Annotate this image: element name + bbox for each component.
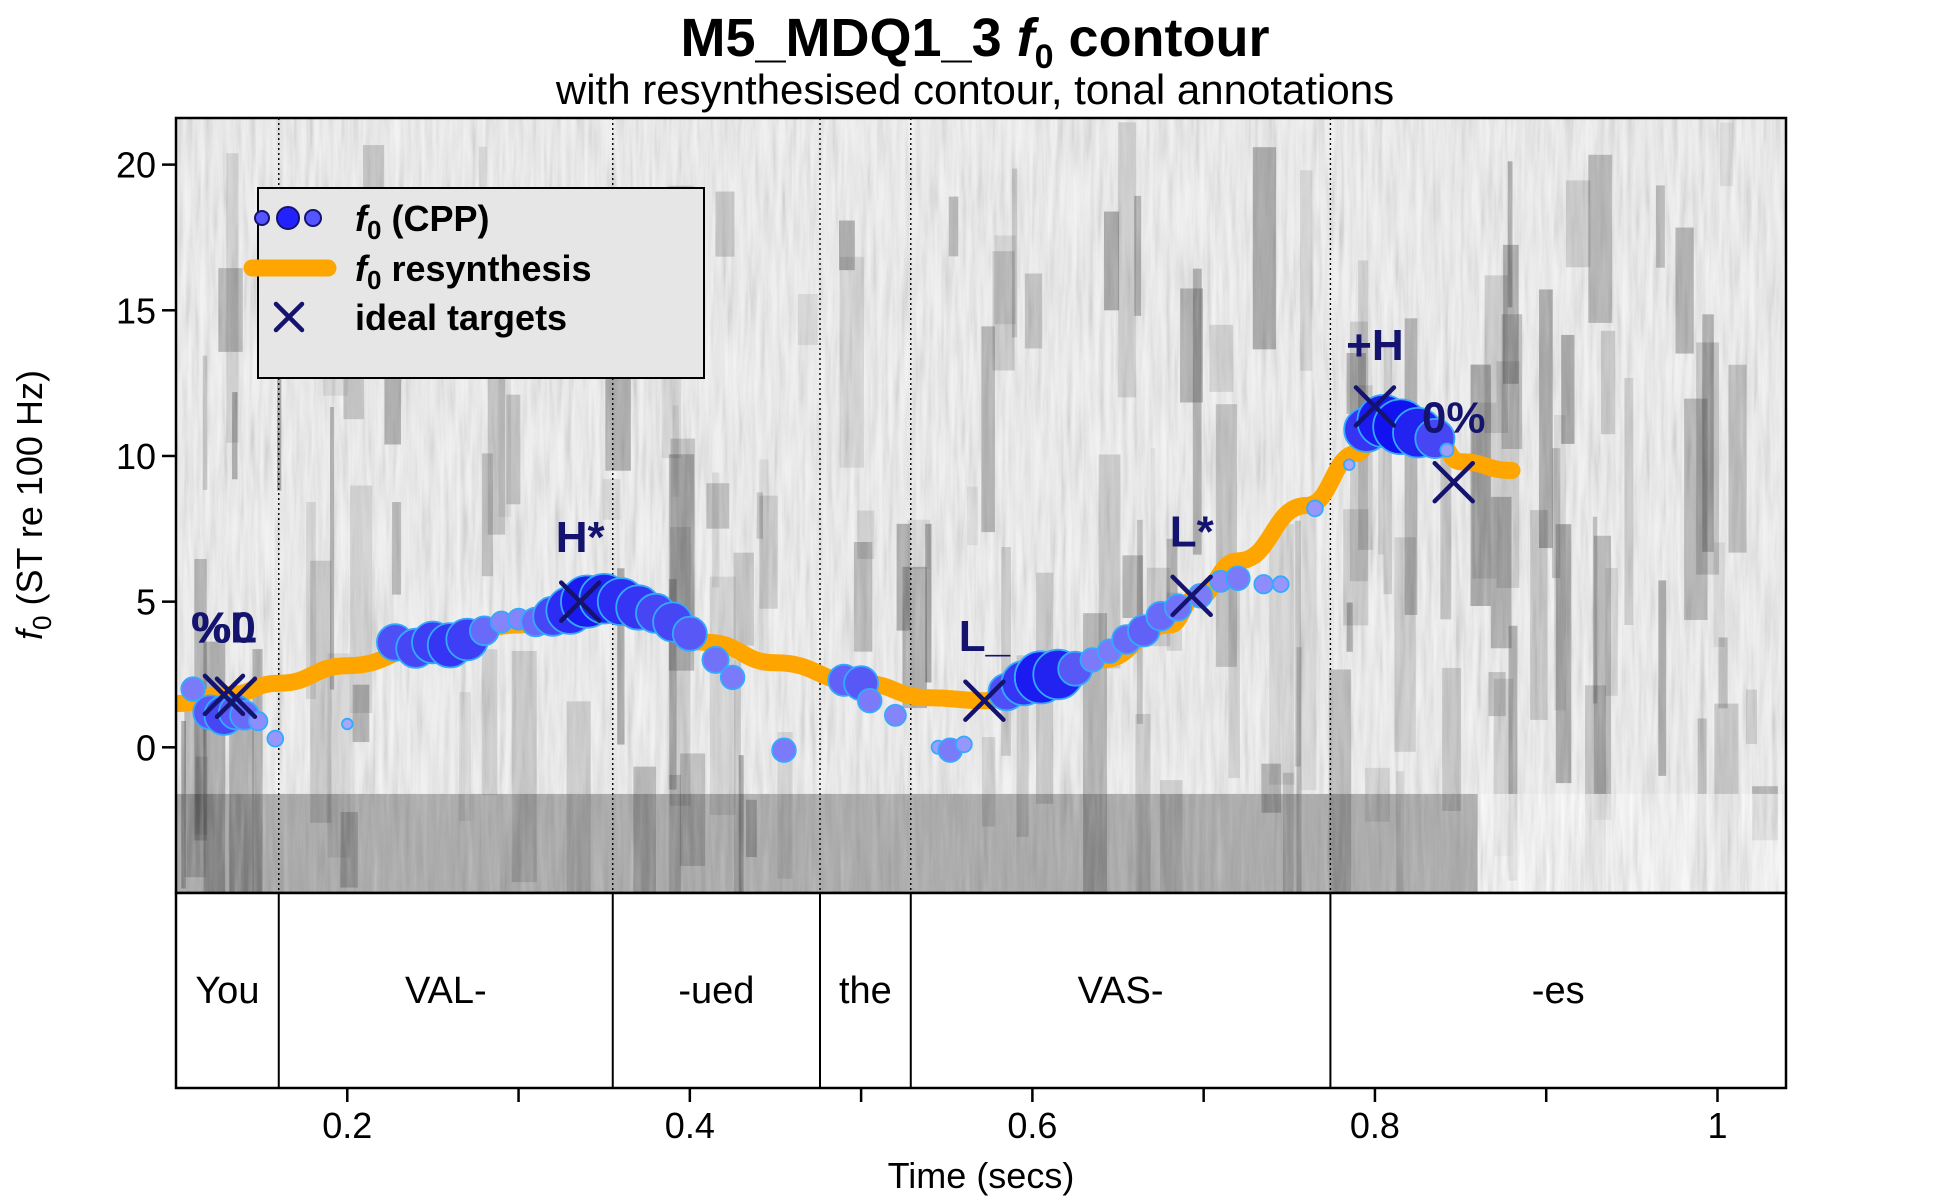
legend-cpp-swatch [304,209,322,227]
y-tick-label: 10 [116,436,156,477]
cpp-point [771,737,797,763]
cpp-point [955,735,973,754]
legend-label-targets: ideal targets [355,297,567,338]
x-tick-label: 0.4 [665,1105,715,1146]
tone-label: L* [1170,507,1215,556]
word-label: -es [1532,970,1585,1012]
ideal-target-cross [202,673,246,717]
tone-label: %0 [192,603,256,652]
ideal-target-cross [1353,385,1397,428]
word-label: VAS- [1078,970,1164,1012]
y-axis-label: f0 (ST re 100 Hz) [9,370,57,640]
legend-cross-swatch [273,301,305,333]
word-boundaries [278,118,1332,893]
legend-item-targets: ideal targets [273,297,567,338]
chart-subtitle: with resynthesised contour, tonal annota… [555,66,1394,113]
legend-box [257,187,705,379]
cpp-point [1306,499,1324,518]
tone-label: %L [191,603,257,652]
tone-label: L_ [959,612,1011,661]
cpp-point [701,645,730,674]
cpp-point [1271,575,1290,593]
ideal-target-cross [963,679,1006,722]
cpp-point [1253,574,1274,595]
cpp-point [671,615,708,652]
tone-labels: %L%0 H* L_ L* +H 0% [191,321,1485,661]
tone-label: +H [1346,321,1403,370]
x-axis-label: Time (secs) [888,1155,1075,1196]
cpp-point [857,688,883,714]
cpp-point [341,717,354,731]
legend-item-cpp: f0 (CPP) [254,198,489,245]
legend-item-resynthesis: f0 resynthesis [243,248,592,295]
chart-title: M5_MDQ1_3 f0 contour [680,8,1269,76]
word-label: -ued [678,970,754,1012]
word-label: VAL- [405,970,487,1012]
legend-label-cpp: f0 (CPP) [355,198,489,245]
x-tick-label: 0.8 [1350,1105,1400,1146]
legend: f0 (CPP) f0 resynthesis ideal targets [243,187,705,379]
cpp-point [1187,583,1213,609]
legend-cpp-swatch [254,210,270,226]
cpp-point [180,676,206,702]
ideal-targets [202,385,1475,722]
word-label: You [195,970,259,1012]
x-tick-label: 0.6 [1007,1105,1057,1146]
ideal-target-cross [214,676,258,720]
y-tick-label: 5 [136,582,156,623]
word-tier: You VAL- -ued the VAS- -es [174,891,1788,1090]
cpp-point [884,703,907,727]
x-tick-label: 0.2 [322,1105,372,1146]
tone-label: 0% [1422,394,1486,443]
ideal-target-cross [1432,460,1475,504]
y-tick-label: 15 [116,290,156,331]
x-tick-label: 1 [1707,1105,1727,1146]
cpp-point [266,729,285,748]
cpp-point [1342,458,1356,471]
x-axis: 0.2 0.4 0.6 0.8 1 [322,1088,1728,1146]
f0-cpp-points [180,393,1456,763]
spectrogram [176,118,1786,893]
cpp-point [719,664,746,691]
y-tick-label: 0 [136,727,156,768]
word-label: the [839,970,892,1012]
cpp-point [1225,565,1251,592]
ideal-target-cross [1170,574,1213,618]
cpp-point [1439,442,1455,458]
ideal-target-cross [558,580,602,623]
y-tick-label: 20 [116,145,156,186]
tone-label: H* [556,513,606,562]
y-axis: 0 5 10 15 20 [116,145,176,768]
legend-label-resynthesis: f0 resynthesis [355,248,592,295]
legend-cpp-swatch [276,206,300,230]
